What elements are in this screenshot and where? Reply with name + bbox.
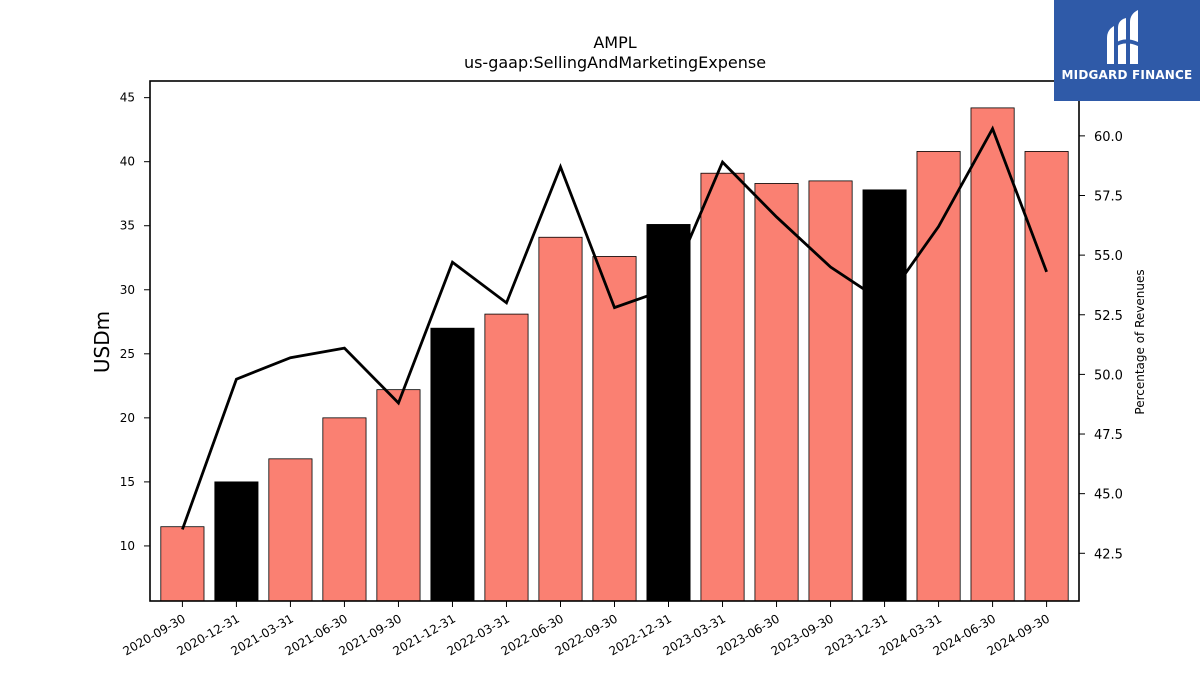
logo-text: MIDGARD FINANCE bbox=[1061, 68, 1193, 82]
y2-tick-label: 55.0 bbox=[1094, 249, 1123, 264]
y-tick-label: 20 bbox=[120, 411, 135, 425]
midgard-finance-logo: MIDGARD FINANCE bbox=[1054, 0, 1200, 101]
bar bbox=[592, 256, 637, 602]
bar bbox=[268, 458, 313, 602]
chart-title: AMPL bbox=[593, 33, 636, 52]
bar bbox=[160, 526, 205, 602]
series-line-percentage bbox=[181, 125, 1048, 530]
y2-tick-label: 47.5 bbox=[1094, 428, 1123, 443]
y2-tick-label: 45.0 bbox=[1094, 488, 1123, 503]
y2-axis-label: Percentage of Revenues bbox=[1133, 269, 1147, 414]
y-tick-label: 40 bbox=[120, 155, 135, 169]
bar bbox=[538, 236, 583, 602]
y2-tick-label: 42.5 bbox=[1094, 547, 1123, 562]
bar bbox=[970, 107, 1015, 602]
y2-tick-label: 50.0 bbox=[1094, 368, 1123, 383]
y-axis-label: USDm bbox=[90, 311, 114, 373]
y2-tick-label: 52.5 bbox=[1094, 309, 1123, 324]
bar bbox=[916, 151, 961, 602]
bar bbox=[484, 313, 529, 602]
bar bbox=[1024, 151, 1069, 602]
y-tick-label: 45 bbox=[120, 91, 135, 105]
bar bbox=[430, 327, 475, 602]
y-tick-label: 30 bbox=[120, 283, 135, 297]
bar bbox=[376, 389, 421, 602]
y-tick-label: 15 bbox=[120, 475, 135, 489]
bar bbox=[214, 481, 259, 602]
bars-layer bbox=[160, 107, 1069, 602]
y-tick-label: 25 bbox=[120, 347, 135, 361]
y-tick-label: 35 bbox=[120, 219, 135, 233]
y2-tick-label: 57.5 bbox=[1094, 189, 1123, 204]
line-layer bbox=[181, 125, 1048, 530]
chart-subtitle: us-gaap:SellingAndMarketingExpense bbox=[464, 53, 766, 72]
bar bbox=[646, 224, 691, 602]
bar bbox=[700, 172, 745, 602]
y2-tick-label: 60.0 bbox=[1094, 130, 1123, 145]
bar bbox=[862, 189, 907, 602]
midgard-finance-logo-icon bbox=[1107, 10, 1138, 64]
bar bbox=[754, 183, 799, 602]
bar bbox=[808, 180, 853, 602]
y-tick-label: 10 bbox=[120, 539, 135, 553]
bar bbox=[322, 417, 367, 602]
